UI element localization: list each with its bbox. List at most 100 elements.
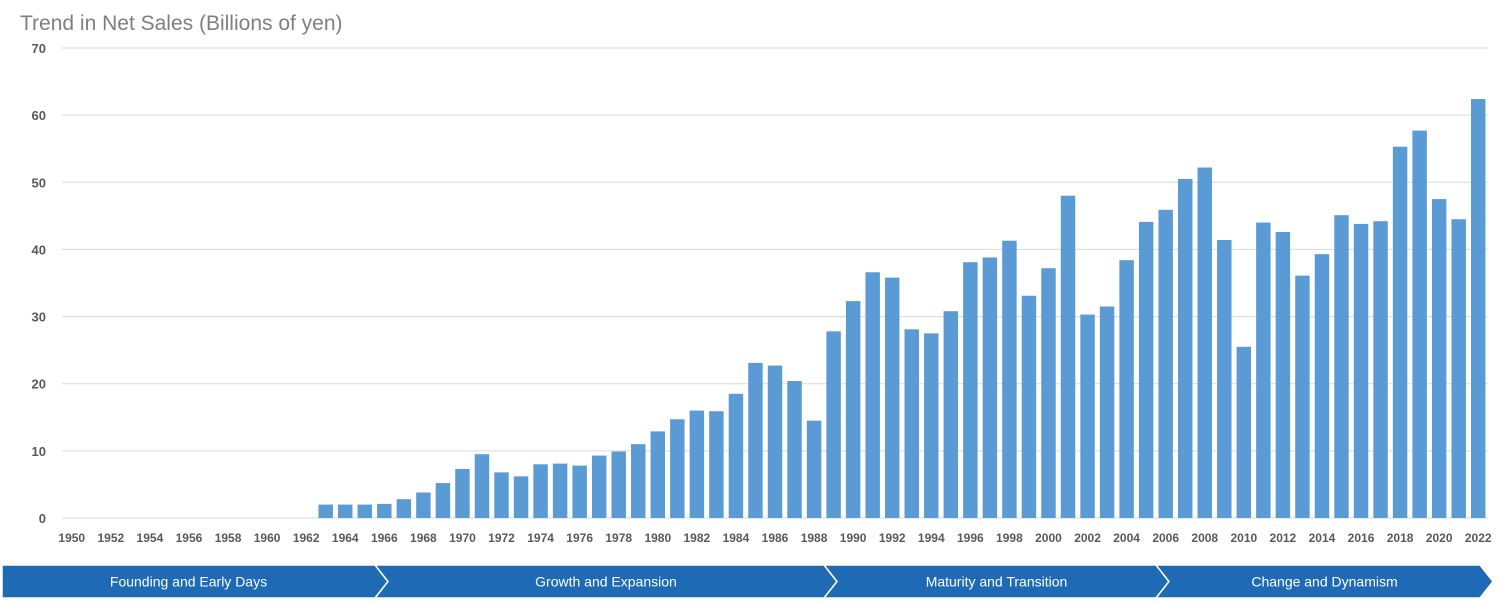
x-tick-label: 1980 <box>644 531 671 545</box>
era-label: Change and Dynamism <box>1251 574 1397 590</box>
x-tick-label: 1964 <box>332 531 359 545</box>
bar-1979 <box>631 444 646 518</box>
bar-1981 <box>670 419 685 518</box>
bar-1967 <box>396 499 412 518</box>
x-tick-label: 1954 <box>137 531 164 545</box>
bar-1971 <box>474 454 490 518</box>
bar-2000 <box>1041 268 1056 518</box>
x-tick-label: 1982 <box>684 531 711 545</box>
bar-1977 <box>591 455 607 518</box>
bar-2022 <box>1471 99 1486 519</box>
x-tick-label: 1962 <box>293 531 320 545</box>
bar-1995 <box>943 311 959 518</box>
bar-1978 <box>611 451 626 518</box>
bar-1966 <box>377 503 392 518</box>
bar-1996 <box>963 262 978 518</box>
x-tick-label: 1952 <box>97 531 124 545</box>
bar-1990 <box>845 301 861 518</box>
bar-1993 <box>904 329 919 518</box>
x-tick-label: 1968 <box>410 531 437 545</box>
bar-2016 <box>1353 223 1369 518</box>
bar-1975 <box>552 463 568 518</box>
bar-1994 <box>924 333 939 518</box>
x-tick-label: 1958 <box>215 531 242 545</box>
bar-2014 <box>1314 254 1330 518</box>
bar-2005 <box>1138 221 1154 518</box>
bar-1963 <box>318 504 333 518</box>
era-timeline: Founding and Early Days Growth and Expans… <box>1 564 1494 599</box>
y-tick-label: 70 <box>32 41 46 56</box>
y-tick-label: 40 <box>32 242 46 257</box>
bar-1997 <box>982 257 998 518</box>
bar-1983 <box>709 411 724 518</box>
bar-2015 <box>1334 215 1349 518</box>
x-tick-label: 2008 <box>1191 531 1218 545</box>
bar-2020 <box>1431 199 1447 519</box>
bar-2021 <box>1451 219 1466 518</box>
x-tick-label: 2002 <box>1074 531 1101 545</box>
x-tick-label: 1992 <box>879 531 906 545</box>
bar-1980 <box>650 431 666 518</box>
era-label: Growth and Expansion <box>535 574 677 590</box>
bar-1973 <box>513 476 529 518</box>
x-tick-label: 2014 <box>1309 531 1336 545</box>
bar-1992 <box>884 277 900 518</box>
bar-2013 <box>1295 275 1310 518</box>
bar-1998 <box>1002 240 1017 518</box>
bar-1969 <box>435 483 451 518</box>
bar-2002 <box>1080 314 1095 518</box>
bar-2004 <box>1119 260 1134 518</box>
x-tick-label: 2012 <box>1270 531 1297 545</box>
x-tick-label: 1960 <box>254 531 281 545</box>
x-tick-label: 2018 <box>1387 531 1414 545</box>
x-tick-label: 2020 <box>1426 531 1453 545</box>
bar-2012 <box>1275 231 1291 518</box>
x-tick-label: 1984 <box>723 531 750 545</box>
x-tick-label: 1988 <box>801 531 828 545</box>
y-tick-label: 10 <box>32 444 46 459</box>
y-tick-label: 30 <box>32 310 46 325</box>
bar-2011 <box>1256 222 1271 519</box>
x-tick-label: 2010 <box>1230 531 1257 545</box>
x-tick-label: 1996 <box>957 531 984 545</box>
bar-1991 <box>865 272 880 518</box>
x-tick-label: 1972 <box>488 531 515 545</box>
bar-1970 <box>455 468 470 518</box>
bar-1965 <box>357 504 373 518</box>
x-tick-label: 1950 <box>58 531 85 545</box>
bar-1964 <box>338 504 353 518</box>
bar-2010 <box>1236 346 1252 518</box>
bar-1988 <box>806 420 822 518</box>
bar-2006 <box>1158 209 1173 519</box>
x-tick-label: 2006 <box>1152 531 1179 545</box>
x-tick-label: 1998 <box>996 531 1023 545</box>
bar-1982 <box>689 410 705 518</box>
y-tick-label: 20 <box>32 377 46 392</box>
x-tick-label: 1986 <box>762 531 789 545</box>
x-tick-label: 1990 <box>840 531 867 545</box>
bar-2001 <box>1060 195 1076 518</box>
era-segment-4 <box>1154 564 1494 599</box>
x-axis-ticks: 1950 1952 1954 1956 1958 1960 1962 1964 1966 1968… <box>58 531 1491 545</box>
bar-2003 <box>1099 306 1115 518</box>
era-label: Founding and Early Days <box>110 574 267 590</box>
bar-1984 <box>728 393 744 518</box>
bar-2018 <box>1392 146 1408 518</box>
x-tick-label: 1994 <box>918 531 945 545</box>
x-tick-label: 1966 <box>371 531 398 545</box>
x-tick-label: 1974 <box>527 531 554 545</box>
bar-1974 <box>533 464 548 518</box>
bar-2007 <box>1177 178 1193 518</box>
era-label: Maturity and Transition <box>926 574 1068 590</box>
bar-2019 <box>1412 130 1427 519</box>
bars <box>318 99 1486 519</box>
y-tick-label: 50 <box>32 175 46 190</box>
y-tick-label: 0 <box>39 511 46 526</box>
x-tick-label: 1978 <box>605 531 632 545</box>
bar-1987 <box>787 381 802 518</box>
x-tick-label: 1976 <box>566 531 593 545</box>
x-tick-label: 2016 <box>1348 531 1375 545</box>
x-tick-label: 2004 <box>1113 531 1140 545</box>
bar-1968 <box>416 492 431 518</box>
